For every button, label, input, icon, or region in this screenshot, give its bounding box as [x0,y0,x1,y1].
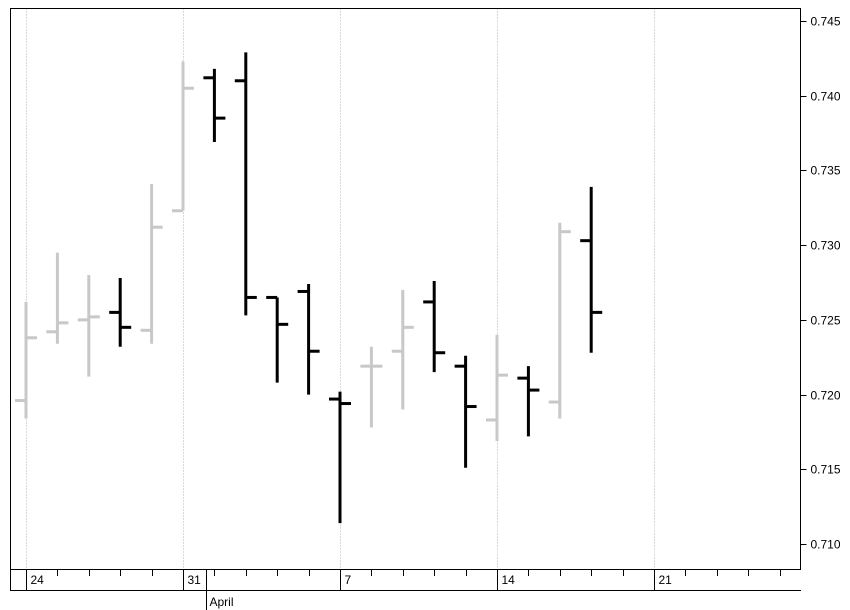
x-day-label: 24 [31,573,45,587]
ohlc-bar [486,334,508,441]
y-tick-label: 0.715 [811,463,841,477]
ohlc-bar [297,283,320,395]
ohlc-bar [454,355,477,468]
y-tick-label: 0.735 [811,164,841,178]
x-day-label: 21 [659,573,673,587]
ohlc-bar [580,186,603,353]
ohlc-bar [46,252,69,344]
ohlc-bar [109,278,132,347]
y-tick-label: 0.745 [811,15,841,29]
plot-frame [10,8,801,570]
y-tick-label: 0.740 [811,90,841,104]
ohlc-bar [548,222,571,419]
ohlc-bar [172,61,194,213]
price-bars [15,52,603,524]
ohlc-bar [203,68,226,143]
x-day-label: 7 [345,573,352,587]
y-tick-label: 0.725 [811,314,841,328]
y-tick-label: 0.710 [811,538,841,552]
ohlc-bar [140,183,163,344]
ohlc-bar [234,52,257,316]
ohlc-bar [360,346,383,428]
x-day-label: 31 [188,573,202,587]
x-axis: 24 31 7 14 21 April [10,570,801,610]
x-day-label: 14 [502,573,516,587]
ohlc-bar [266,295,289,383]
y-axis: 0.745 0.740 0.735 0.730 0.725 0.720 0.715 0.710 [800,15,841,552]
ohlc-bar [77,275,100,377]
ohlc-bar [329,391,351,524]
y-tick-label: 0.720 [811,389,841,403]
y-tick-label: 0.730 [811,239,841,253]
ohlc-bar [517,366,540,437]
ohlc-bar [15,301,37,419]
ohlc-bar [391,289,414,410]
ohlc-bar [423,281,446,373]
x-month-label: April [210,595,234,609]
